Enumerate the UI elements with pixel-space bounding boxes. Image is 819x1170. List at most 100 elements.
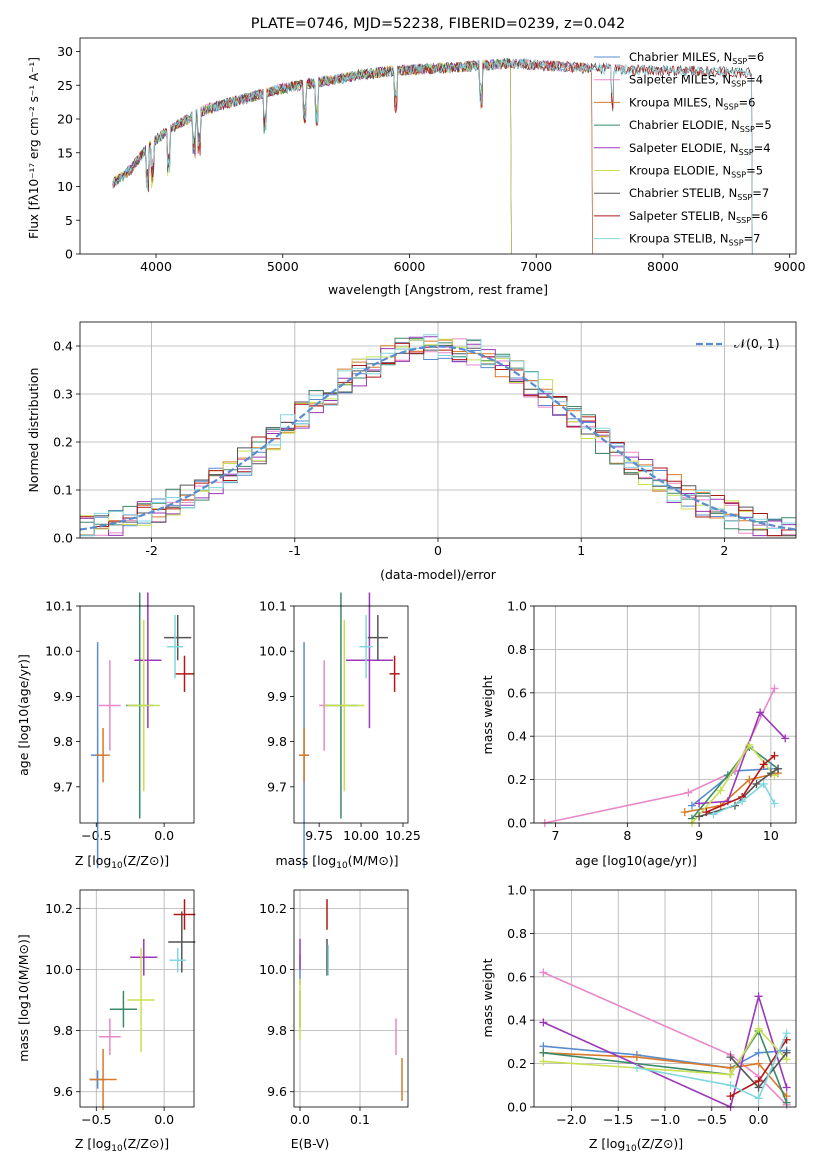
reference-curve bbox=[79, 345, 797, 531]
spectrum-series-line bbox=[112, 57, 753, 254]
x-tick-label: 2 bbox=[720, 543, 728, 558]
weight-point-marker bbox=[680, 808, 689, 817]
weight-point-marker bbox=[726, 1053, 735, 1062]
weight-point-marker bbox=[754, 1024, 763, 1033]
weight-point-marker bbox=[745, 740, 754, 749]
x-tick-label: 10.25 bbox=[385, 828, 421, 843]
weight-point-marker bbox=[726, 1081, 735, 1090]
residuals-ylabel: Normed distribution bbox=[26, 368, 41, 493]
weight-point-marker bbox=[745, 775, 754, 784]
weight-point-marker bbox=[716, 786, 725, 795]
residuals-xlabel: (data-model)/error bbox=[380, 567, 497, 582]
axes-frame bbox=[533, 889, 797, 1108]
weight-point-marker bbox=[756, 708, 765, 717]
spectrum-panel: 4000 5000 6000 7000 8000 9000 0 5 10 15 20 25 30 bbox=[57, 37, 806, 274]
weight-point-marker bbox=[752, 779, 761, 788]
weight-point-marker bbox=[754, 1059, 763, 1068]
x-tick-label: −1.0 bbox=[650, 1112, 680, 1127]
x-tick-label: 0.0 bbox=[290, 1112, 310, 1127]
weight-point-marker bbox=[726, 1092, 735, 1101]
legend-label: Chabrier MILES, NSSP=6 bbox=[629, 50, 764, 66]
x-tick-label: 10 bbox=[763, 828, 779, 843]
weight-point-marker bbox=[766, 769, 775, 778]
x-tick-label: -1 bbox=[289, 543, 301, 558]
weight-point-marker bbox=[539, 1057, 548, 1066]
x-tick-label: 9.75 bbox=[305, 828, 333, 843]
mass-vs-ebv-panel: 0.0 0.1 9.6 9.8 10.0 10.2 bbox=[259, 889, 409, 1127]
x-tick-label: 7 bbox=[552, 828, 560, 843]
x-tick-label: 6000 bbox=[394, 259, 426, 274]
legend-label: Salpeter STELIB, NSSP=6 bbox=[629, 209, 768, 225]
weight-point-marker bbox=[754, 1094, 763, 1103]
age-vs-mass-panel: 9.75 10.00 10.25 9.7 9.8 9.9 10.0 10.1 bbox=[259, 592, 421, 869]
x-tick-label: 0.0 bbox=[154, 828, 174, 843]
legend-label: Kroupa MILES, NSSP=6 bbox=[629, 95, 755, 111]
y-tick-label: 10.2 bbox=[259, 901, 287, 916]
age-vs-z-ylabel: age [log10(age/yr)] bbox=[16, 654, 31, 776]
weight-vs-age-panel: 7 8 9 10 0.0 0.2 0.4 0.6 0.8 1.0 bbox=[507, 599, 797, 843]
weight-point-marker bbox=[539, 1018, 548, 1027]
weight-vs-age-ylabel: mass weight bbox=[480, 675, 495, 754]
y-tick-label: 0.0 bbox=[53, 531, 73, 546]
x-tick-label: 7000 bbox=[520, 259, 552, 274]
y-tick-label: 0.4 bbox=[53, 339, 73, 354]
x-tick-label: −0.5 bbox=[81, 828, 111, 843]
x-tick-label: 8 bbox=[623, 828, 631, 843]
weight-point-marker bbox=[782, 1048, 791, 1057]
spectrum-series-line bbox=[112, 58, 593, 254]
y-tick-label: 10.0 bbox=[45, 644, 73, 659]
age-vs-z-xlabel: Z [log10(Z/Z⊙)] bbox=[75, 853, 169, 871]
reference-curve-legend-label: 𝒩(0, 1) bbox=[734, 336, 780, 351]
y-tick-label: 0.4 bbox=[507, 729, 527, 744]
weight-point-marker bbox=[695, 799, 704, 808]
y-tick-label: 9.8 bbox=[267, 1023, 287, 1038]
weight-point-marker bbox=[726, 1070, 735, 1079]
y-tick-label: 0.4 bbox=[507, 1013, 527, 1028]
y-tick-label: 9.9 bbox=[53, 689, 73, 704]
x-tick-label: 0.0 bbox=[749, 1112, 769, 1127]
weight-series-line bbox=[699, 710, 786, 805]
weight-vs-z-ylabel: mass weight bbox=[480, 958, 495, 1037]
axes-frame bbox=[79, 37, 797, 255]
x-tick-label: 9 bbox=[695, 828, 703, 843]
spectrum-series-line bbox=[112, 58, 512, 254]
y-tick-label: 9.6 bbox=[53, 1084, 73, 1099]
legend-label: Salpeter ELODIE, NSSP=4 bbox=[629, 141, 771, 157]
weight-point-marker bbox=[770, 684, 779, 693]
legend-label: Chabrier ELODIE, NSSP=5 bbox=[629, 118, 772, 134]
y-tick-label: 0.8 bbox=[507, 926, 527, 941]
x-tick-label: −2.0 bbox=[556, 1112, 586, 1127]
weight-point-marker bbox=[774, 764, 783, 773]
y-tick-label: 10.1 bbox=[45, 599, 73, 614]
spectrum-series-line bbox=[112, 58, 512, 254]
axes-frame bbox=[533, 605, 797, 824]
x-tick-label: 1 bbox=[577, 543, 585, 558]
weight-point-marker bbox=[709, 810, 718, 819]
age-vs-mass-xlabel: mass [log10(M/M⊙)] bbox=[275, 853, 398, 871]
weight-point-marker bbox=[754, 1048, 763, 1057]
weight-vs-z-xlabel: Z [log10(Z/Z⊙)] bbox=[589, 1136, 683, 1154]
weight-point-marker bbox=[754, 1076, 763, 1085]
x-tick-label: 0 bbox=[434, 543, 442, 558]
y-tick-label: 10.1 bbox=[259, 599, 287, 614]
y-tick-label: 10.2 bbox=[45, 901, 73, 916]
x-tick-label: 10.00 bbox=[343, 828, 379, 843]
legend-label: Kroupa ELODIE, NSSP=5 bbox=[629, 164, 763, 180]
legend-label: Salpeter MILES, NSSP=4 bbox=[629, 73, 763, 89]
spectrum-series-line bbox=[112, 58, 753, 254]
y-tick-label: 5 bbox=[65, 213, 73, 228]
y-tick-label: 0.8 bbox=[507, 642, 527, 657]
y-tick-label: 30 bbox=[57, 44, 73, 59]
x-tick-label: 9000 bbox=[774, 259, 806, 274]
weight-series-line bbox=[636, 1032, 788, 1100]
age-vs-z-panel: −0.5 0.0 9.7 9.8 9.9 10.0 10.1 bbox=[45, 592, 195, 869]
y-tick-label: 0.2 bbox=[507, 772, 527, 787]
y-tick-label: 15 bbox=[57, 145, 73, 160]
weight-point-marker bbox=[759, 760, 768, 769]
weight-point-marker bbox=[687, 801, 696, 810]
y-tick-label: 0.1 bbox=[53, 483, 73, 498]
y-tick-label: 0.6 bbox=[507, 969, 527, 984]
x-tick-label: −1.5 bbox=[603, 1112, 633, 1127]
weight-point-marker bbox=[770, 751, 779, 760]
y-tick-label: 25 bbox=[57, 78, 73, 93]
